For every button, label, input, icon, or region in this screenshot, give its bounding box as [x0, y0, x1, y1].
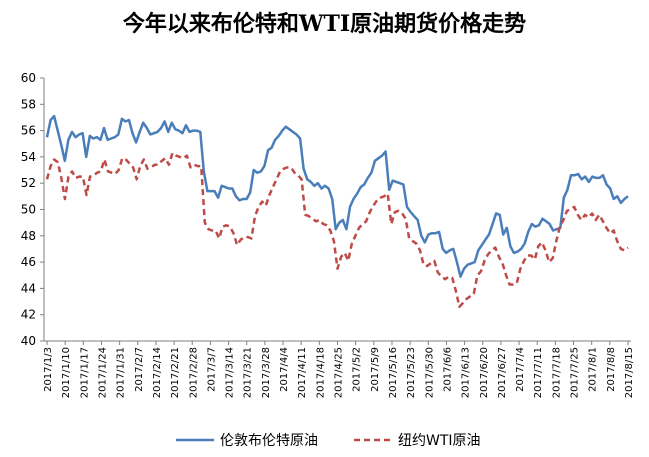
- axes: [43, 78, 631, 342]
- x-tick-label: 2017/4/11: [297, 347, 308, 398]
- x-tick-label: 2017/2/14: [152, 347, 163, 398]
- x-tick-label: 2017/1/3: [43, 347, 54, 392]
- x-tick-labels: 2017/1/3 2017/1/10 2017/1/17 2017/1/24 2017/…: [43, 341, 635, 398]
- x-tick-label: 2017/6/20: [479, 347, 490, 398]
- y-tick-labels: 40 42 44 46 48 50 52 54 56 58 60: [21, 71, 44, 348]
- y-tick-label: 40: [21, 334, 36, 348]
- x-tick-label: 2017/6/27: [497, 347, 508, 398]
- x-tick-label: 2017/5/23: [406, 347, 417, 398]
- y-tick-label: 46: [21, 255, 36, 269]
- legend-label-1: 伦敦布伦特原油: [220, 433, 318, 449]
- x-tick-label: 2017/4/25: [334, 347, 345, 398]
- y-tick-label: 42: [21, 308, 36, 322]
- x-tick-label: 2017/3/28: [261, 347, 272, 398]
- y-tick-label: 54: [21, 150, 36, 164]
- x-tick-label: 2017/7/11: [533, 347, 544, 398]
- x-tick-label: 2017/6/6: [442, 347, 453, 392]
- x-tick-label: 2017/1/10: [61, 347, 72, 398]
- x-tick-label: 2017/2/7: [134, 347, 145, 392]
- x-tick-label: 2017/5/2: [352, 347, 363, 392]
- x-tick-label: 2017/6/13: [461, 347, 472, 398]
- x-tick-label: 2017/3/21: [243, 347, 254, 398]
- x-tick-label: 2017/4/4: [279, 347, 290, 392]
- y-tick-label: 60: [21, 71, 36, 85]
- y-tick-label: 56: [21, 124, 36, 138]
- x-tick-label: 2017/8/8: [606, 347, 617, 392]
- y-tick-label: 44: [21, 281, 36, 295]
- x-tick-label: 2017/7/25: [570, 347, 581, 398]
- chart-title: 今年以来布伦特和WTI原油期货价格走势: [122, 11, 527, 37]
- legend-label-2: 纽约WTI原油: [398, 433, 481, 449]
- x-tick-label: 2017/5/9: [370, 347, 381, 392]
- legend: 伦敦布伦特原油 纽约WTI原油: [176, 433, 481, 449]
- x-tick-label: 2017/5/30: [424, 347, 435, 398]
- x-tick-label: 2017/5/16: [388, 347, 399, 398]
- x-tick-label: 2017/1/24: [97, 347, 108, 398]
- x-tick-label: 2017/1/17: [79, 347, 90, 398]
- series-line-2: [45, 151, 629, 309]
- x-tick-label: 2017/7/18: [551, 347, 562, 398]
- series-lines: [45, 114, 629, 309]
- x-tick-label: 2017/3/14: [225, 347, 236, 398]
- x-tick-label: 2017/1/31: [116, 347, 127, 398]
- y-tick-label: 50: [21, 203, 36, 217]
- y-tick-label: 58: [21, 97, 36, 111]
- series-line-1: [45, 114, 629, 278]
- x-tick-label: 2017/7/4: [515, 347, 526, 392]
- x-tick-label: 2017/2/28: [188, 347, 199, 398]
- x-tick-label: 2017/2/21: [170, 347, 181, 398]
- x-tick-label: 2017/8/1: [588, 347, 599, 392]
- x-tick-label: 2017/4/18: [315, 347, 326, 398]
- y-tick-label: 48: [21, 229, 36, 243]
- y-tick-label: 52: [21, 176, 36, 190]
- x-tick-label: 2017/8/15: [624, 347, 635, 398]
- x-tick-label: 2017/3/7: [206, 347, 217, 392]
